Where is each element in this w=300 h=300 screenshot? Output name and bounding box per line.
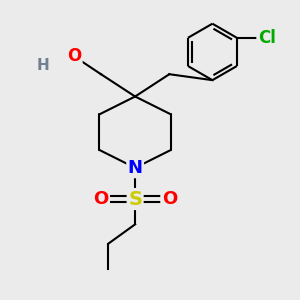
Text: O: O <box>67 47 81 65</box>
Text: H: H <box>37 58 50 73</box>
Text: S: S <box>128 190 142 208</box>
Text: N: N <box>128 159 142 177</box>
Text: Cl: Cl <box>258 29 275 47</box>
Text: O: O <box>93 190 109 208</box>
Text: O: O <box>162 190 177 208</box>
